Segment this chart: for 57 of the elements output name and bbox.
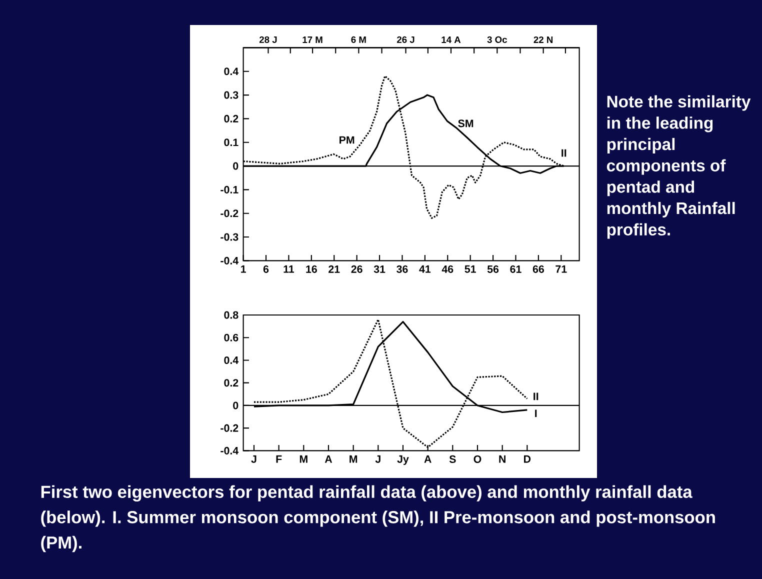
y-tick-label: -0.4 xyxy=(220,446,239,454)
x2-tick-label: 14 A xyxy=(442,36,461,43)
annotation: II xyxy=(534,392,538,400)
x-tick-label: D xyxy=(524,455,531,463)
y-tick-label: 0.2 xyxy=(224,379,238,387)
x-tick-label: 56 xyxy=(487,265,499,273)
x-tick-label: Jy xyxy=(397,455,409,465)
x-tick-label: S xyxy=(449,455,456,463)
text: Note the similarity in the leading principal components of pentad and monthly Rainfall profiles. xyxy=(606,95,751,239)
y-tick-label: -0.1 xyxy=(220,186,238,194)
x-tick-label: 16 xyxy=(306,265,317,273)
x-tick-label: M xyxy=(350,455,358,463)
x2-tick-label: 17 M xyxy=(302,36,322,43)
y-tick-label: -0.3 xyxy=(220,233,238,241)
annotation: SM xyxy=(458,120,474,128)
x-tick-label: 21 xyxy=(328,265,340,273)
x-tick-label: J xyxy=(375,455,380,463)
x2-tick-label: 22 N xyxy=(534,36,553,43)
y-tick-label: -0.4 xyxy=(220,256,239,264)
x2-tick-label: 28 J xyxy=(259,36,277,43)
x-tick-label: J xyxy=(251,455,256,463)
y-tick-label: 0.4 xyxy=(224,356,239,364)
x-tick-label: 51 xyxy=(464,265,476,273)
x2-tick-label: 26 J xyxy=(397,36,414,43)
x-tick-label: 61 xyxy=(510,265,522,273)
text: First two eigenvectors for pentad rainfall data (above) and monthly rainfall data (below). I. Summer monsoon component (SM), II Pre-monsoon and post-monsoon (PM). xyxy=(41,485,715,552)
y-tick-label: 0 xyxy=(233,402,238,410)
x2-tick-label: 3 Oc xyxy=(487,36,507,43)
x-tick-label: F xyxy=(276,455,282,463)
x-tick-label: 41 xyxy=(419,265,431,273)
y-tick-label: -0.2 xyxy=(220,210,238,218)
x-tick-label: 31 xyxy=(374,265,386,273)
y-tick-label: 0.2 xyxy=(224,114,238,122)
annotation: I xyxy=(535,410,537,418)
x-tick-label: O xyxy=(474,455,482,463)
x-tick-label: 6 xyxy=(263,265,269,273)
y-tick-label: 0 xyxy=(233,162,238,170)
x-tick-label: 66 xyxy=(532,265,544,273)
y-tick-label: 0.4 xyxy=(224,68,239,76)
x2-tick-label: 6 M xyxy=(351,36,366,43)
x-tick-label: 26 xyxy=(351,265,362,273)
x-tick-label: 71 xyxy=(556,265,567,273)
y-tick-label: 0.3 xyxy=(224,91,238,99)
x-tick-label: A xyxy=(424,455,432,463)
x-tick-label: 11 xyxy=(284,265,294,273)
annotation: II xyxy=(562,149,566,157)
y-tick-label: 0.8 xyxy=(224,311,238,319)
x-tick-label: M xyxy=(300,455,308,463)
y-tick-label: 0.1 xyxy=(224,138,238,146)
x-tick-label: A xyxy=(324,455,332,463)
x-tick-label: N xyxy=(499,455,506,463)
x-tick-label: 1 xyxy=(241,265,246,273)
y-tick-label: 0.6 xyxy=(224,334,238,342)
annotation: PM xyxy=(340,136,354,144)
x-tick-label: 46 xyxy=(442,265,454,273)
y-tick-label: -0.2 xyxy=(220,424,238,432)
x-tick-label: 36 xyxy=(396,265,408,273)
